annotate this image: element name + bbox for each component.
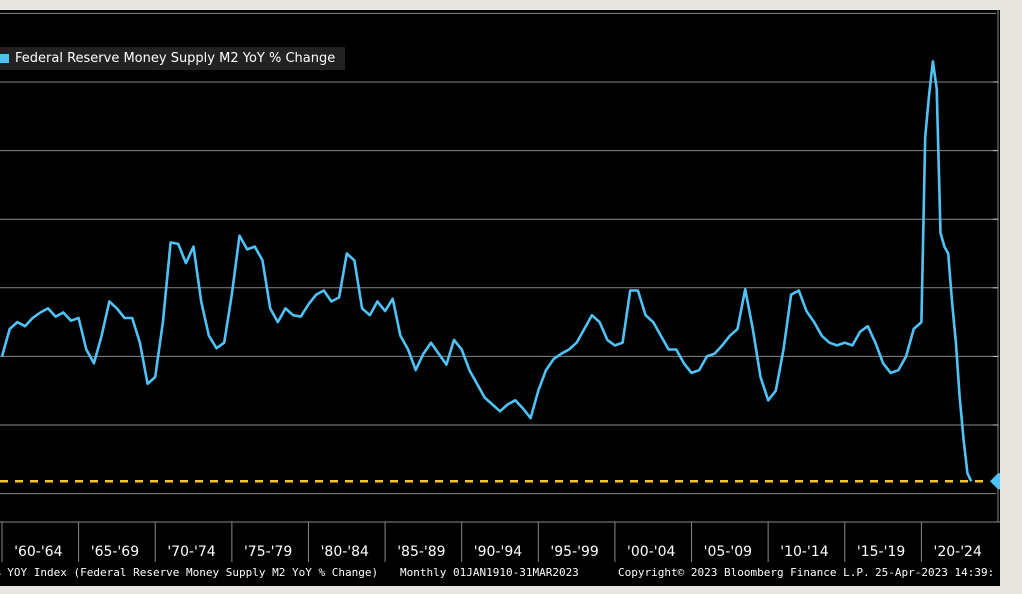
- x-tick-label: '15-'19: [857, 544, 905, 560]
- chart-footer: % YOY Index (Federal Reserve Money Suppl…: [0, 562, 1000, 586]
- last-value-badge: [990, 473, 1000, 490]
- x-tick-label: '20-'24: [933, 544, 981, 560]
- y-axis: 2520151050: [993, 10, 999, 522]
- legend-swatch: [0, 54, 9, 63]
- legend: Federal Reserve Money Supply M2 YoY % Ch…: [0, 47, 346, 70]
- x-tick-label: '85-'89: [397, 544, 445, 560]
- x-tick-label: '95-'99: [550, 544, 598, 560]
- last-value-marker: -4: [990, 473, 1000, 490]
- footer-copyright: Copyright© 2023 Bloomberg Finance L.P.: [618, 566, 870, 579]
- x-tick-label: '05-'09: [704, 544, 752, 560]
- x-tick-label: '00-'04: [627, 544, 675, 560]
- x-tick-label: '70-'74: [167, 544, 215, 560]
- footer-date-range: Monthly 01JAN1910-31MAR2023: [400, 566, 579, 579]
- gridlines: [0, 12, 996, 495]
- footer-index-description: % YOY Index (Federal Reserve Money Suppl…: [0, 566, 379, 579]
- chart-panel: '60-'64 '65-'69 '70-'74 '75-'79 '80-'84 '85-'…: [0, 10, 1000, 586]
- chart-plot: '60-'64 '65-'69 '70-'74 '75-'79 '80-'84 '85-'…: [0, 10, 1000, 562]
- x-tick-label: '80-'84: [321, 544, 369, 560]
- footer-timestamp: 25-Apr-2023 14:39:: [875, 566, 995, 579]
- x-tick-label: '90-'94: [474, 544, 522, 560]
- x-tick-label: '65-'69: [91, 544, 139, 560]
- legend-label: Federal Reserve Money Supply M2 YoY % Ch…: [15, 51, 336, 66]
- x-tick-label: '60-'64: [14, 544, 62, 560]
- x-tick-label: '10-'14: [780, 544, 828, 560]
- x-tick-label: '75-'79: [244, 544, 292, 560]
- x-axis: '60-'64 '65-'69 '70-'74 '75-'79 '80-'84 '85-'…: [0, 521, 1000, 562]
- series-line-m2-yoy: [0, 60, 973, 482]
